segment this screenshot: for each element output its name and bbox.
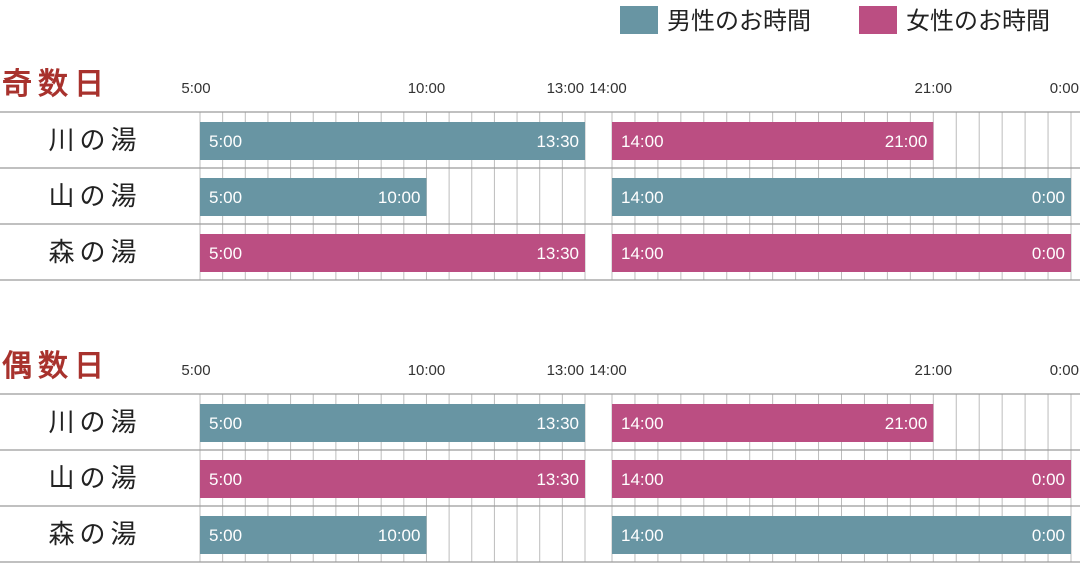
bar-start-label: 14:00 [621,526,664,545]
bar-rect [200,516,427,554]
axis-tick-label: 13:00 [547,362,585,379]
bar-end-label: 0:00 [1032,470,1065,489]
bar-male: 5:00 10:00 [200,178,427,216]
bar-start-label: 5:00 [209,132,242,151]
legend-label-female: 女性のお時間 [906,7,1050,35]
row-label: 山の湯 [48,464,141,494]
row: 森の湯 5:00 10:00 14:00 0:00 [48,516,1071,554]
bar-rect [612,122,934,160]
bar-female: 5:00 13:30 [200,460,585,498]
bar-start-label: 5:00 [209,526,242,545]
bar-end-label: 13:30 [536,132,579,151]
bar-end-label: 13:30 [536,470,579,489]
bar-end-label: 0:00 [1032,188,1065,207]
row: 山の湯 5:00 13:30 14:00 0:00 [48,460,1071,498]
bar-end-label: 21:00 [885,414,928,433]
row-label: 川の湯 [48,408,141,438]
panel-title: 偶数日 [2,349,110,384]
bar-end-label: 13:30 [536,244,579,263]
axis-tick-label: 14:00 [589,362,627,379]
axis-tick-label: 21:00 [915,80,953,97]
bar-rect [200,234,585,272]
bar-male: 14:00 0:00 [612,178,1071,216]
axis-tick-label: 0:00 [1050,80,1079,97]
bar-start-label: 5:00 [209,470,242,489]
legend-item-male: 男性のお時間 [620,6,811,35]
bar-female: 14:00 0:00 [612,460,1071,498]
legend-swatch-female [859,6,897,34]
bar-rect [612,516,1071,554]
axis-tick-label: 10:00 [408,80,446,97]
axis-tick-label: 0:00 [1050,362,1079,379]
row-label: 森の湯 [48,238,141,268]
bar-female: 5:00 13:30 [200,234,585,272]
bar-start-label: 14:00 [621,132,664,151]
row-label: 山の湯 [48,182,141,212]
bar-start-label: 14:00 [621,244,664,263]
bar-start-label: 5:00 [209,188,242,207]
bar-start-label: 14:00 [621,414,664,433]
bar-rect [200,122,585,160]
bar-end-label: 0:00 [1032,244,1065,263]
row: 森の湯 5:00 13:30 14:00 0:00 [48,234,1071,272]
bar-rect [612,404,934,442]
bar-end-label: 13:30 [536,414,579,433]
bar-female: 14:00 21:00 [612,122,934,160]
bar-start-label: 5:00 [209,414,242,433]
bar-rect [612,178,1071,216]
legend: 男性のお時間 女性のお時間 [620,6,1050,35]
row: 川の湯 5:00 13:30 14:00 21:00 [48,122,934,160]
bar-rect [612,234,1071,272]
axis-tick-label: 5:00 [181,80,210,97]
panel-title: 奇数日 [2,67,110,102]
bar-end-label: 10:00 [378,526,421,545]
axis-tick-label: 14:00 [589,80,627,97]
legend-swatch-male [620,6,658,34]
legend-item-female: 女性のお時間 [859,6,1050,35]
bar-female: 14:00 21:00 [612,404,934,442]
bar-male: 14:00 0:00 [612,516,1071,554]
bar-rect [200,178,427,216]
row-label: 川の湯 [48,126,141,156]
row-label: 森の湯 [48,520,141,550]
bar-start-label: 14:00 [621,188,664,207]
bar-end-label: 21:00 [885,132,928,151]
bar-end-label: 0:00 [1032,526,1065,545]
axis-tick-label: 5:00 [181,362,210,379]
row: 山の湯 5:00 10:00 14:00 0:00 [48,178,1071,216]
bar-female: 14:00 0:00 [612,234,1071,272]
bar-male: 5:00 10:00 [200,516,427,554]
bar-rect [200,404,585,442]
axis-tick-label: 21:00 [915,362,953,379]
bar-end-label: 10:00 [378,188,421,207]
bar-male: 5:00 13:30 [200,122,585,160]
bar-start-label: 5:00 [209,244,242,263]
row: 川の湯 5:00 13:30 14:00 21:00 [48,404,934,442]
axis-tick-label: 10:00 [408,362,446,379]
bar-male: 5:00 13:30 [200,404,585,442]
axis-tick-label: 13:00 [547,80,585,97]
bar-start-label: 14:00 [621,470,664,489]
legend-label-male: 男性のお時間 [667,7,811,35]
bar-rect [612,460,1071,498]
bar-rect [200,460,585,498]
